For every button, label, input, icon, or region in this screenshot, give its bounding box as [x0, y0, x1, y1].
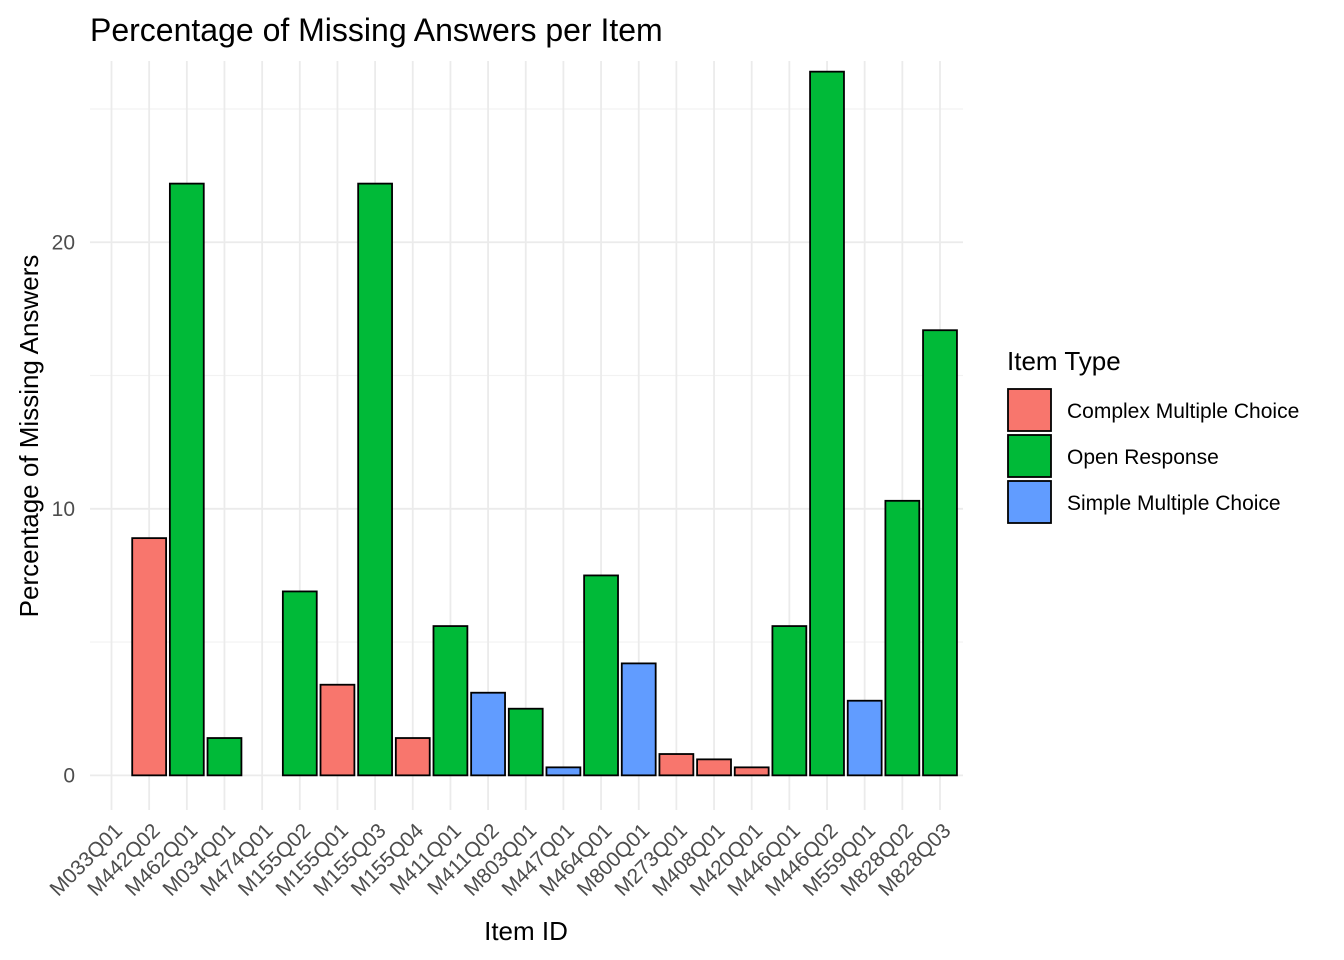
bar-M462Q01: [168, 182, 205, 777]
legend-label: Open Response: [1067, 446, 1219, 469]
y-tick-label: 20: [52, 231, 75, 254]
bar-M411Q01: [432, 625, 469, 777]
legend-key: [1007, 480, 1052, 524]
bar-M155Q01: [319, 683, 356, 777]
bar-M408Q01: [696, 758, 732, 777]
bar-M828Q02: [884, 499, 921, 777]
bar-M411Q02: [470, 691, 506, 777]
bar-M155Q03: [357, 182, 393, 777]
bar-M155Q02: [281, 590, 318, 777]
bar-M446Q01: [771, 625, 808, 777]
legend-key: [1007, 434, 1052, 478]
bar-M155Q04: [394, 737, 431, 777]
bar-M464Q01: [583, 574, 619, 777]
bar-M034Q01: [206, 737, 243, 777]
y-tick-label: 10: [52, 498, 75, 521]
bar-M828Q03: [922, 329, 958, 777]
bar-M447Q01: [545, 766, 582, 777]
bar-M800Q01: [620, 662, 657, 777]
bars: [131, 70, 958, 777]
bar-M273Q01: [658, 753, 695, 777]
chart-title: Percentage of Missing Answers per Item: [90, 12, 663, 48]
y-tick-label: 0: [63, 764, 75, 787]
bar-M420Q01: [733, 766, 770, 777]
bar-M446Q02: [809, 70, 845, 777]
bar-M559Q01: [846, 699, 883, 777]
legend-label: Simple Multiple Choice: [1067, 492, 1281, 515]
x-axis-title: Item ID: [484, 916, 568, 946]
bar-M442Q02: [131, 537, 168, 777]
legend-label: Complex Multiple Choice: [1067, 400, 1299, 423]
x-axis-ticks: M033Q01M442Q02M462Q01M034Q01M474Q01M155Q…: [46, 819, 956, 901]
y-axis-ticks: 0 10 20: [52, 231, 75, 787]
y-axis-title: Percentage of Missing Answers: [14, 255, 44, 618]
legend-key: [1007, 388, 1052, 432]
legend-title: Item Type: [1007, 346, 1121, 376]
legend: Item Type Complex Multiple Choice Open Re…: [1007, 346, 1299, 524]
bar-M803Q01: [507, 707, 544, 777]
